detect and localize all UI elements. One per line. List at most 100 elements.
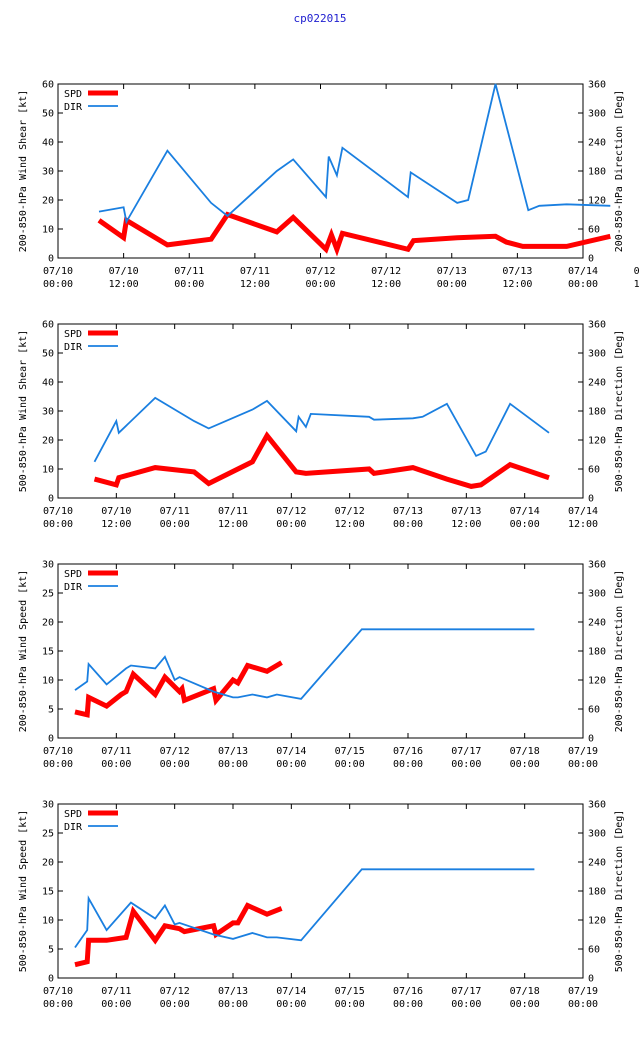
legend-label-spd: SPD — [64, 89, 82, 100]
x-tick-label-time: 00:00 — [276, 759, 306, 770]
x-tick-label-time: 12:00 — [451, 519, 481, 530]
x-tick-label-time: 00:00 — [568, 279, 598, 290]
y2-tick-label: 0 — [588, 734, 594, 745]
y-tick-label: 20 — [42, 436, 54, 447]
x-tick-label-date: 07/11 — [160, 506, 190, 517]
x-tick-label-time: 00:00 — [218, 759, 248, 770]
x-tick-label-time: 00:00 — [335, 759, 365, 770]
y-tick-label: 0 — [48, 494, 54, 505]
x-tick-label-date: 07/12 — [160, 746, 190, 757]
y-tick-label: 30 — [42, 560, 54, 571]
y-tick-label: 0 — [48, 734, 54, 745]
y2-tick-label: 240 — [588, 138, 606, 149]
x-tick-label-time: 00:00 — [160, 999, 190, 1010]
x-tick-label-date: 07/13 — [218, 746, 248, 757]
x-tick-label-date: 07/16 — [393, 746, 423, 757]
y2-tick-label: 360 — [588, 320, 606, 331]
y2-tick-label: 180 — [588, 647, 606, 658]
dir-series-line — [98, 83, 611, 225]
x-tick-label-time: 12:00 — [240, 279, 270, 290]
x-tick-label-date: 07/13 — [451, 506, 481, 517]
spd-series-line — [93, 431, 550, 489]
x-tick-label-date: 07/10 — [43, 746, 73, 757]
x-tick-label-date: 07/13 — [437, 266, 467, 277]
chart-panel-1: 0 10 20 30 40 50 60 0 60 120 180 240 300 360 07/10 00:0… — [18, 80, 640, 291]
legend-label-dir: DIR — [64, 582, 83, 593]
y2-tick-label: 0 — [588, 254, 594, 265]
legend-label-dir: DIR — [64, 822, 83, 833]
y-tick-label: 10 — [42, 225, 54, 236]
y-tick-label: 10 — [42, 465, 54, 476]
chart-panel-2: 0 10 20 30 40 50 60 0 60 120 180 240 300 360 07/10 00:0… — [18, 320, 625, 531]
x-tick-label-time: 00:00 — [510, 759, 540, 770]
y-axis-label: 500-850-hPa Wind Speed [kt] — [18, 810, 29, 973]
chart-panel-4: 05101520253006012018024030036007/1000:00… — [18, 800, 625, 1011]
y-tick-label: 5 — [48, 945, 54, 956]
x-tick-label-date: 07/11 — [101, 986, 131, 997]
legend-label-spd: SPD — [64, 809, 82, 820]
x-tick-label-date: 07/11 — [218, 506, 248, 517]
x-tick-label-date: 07/12 — [371, 266, 401, 277]
x-tick-label-date: 07/10 — [43, 266, 73, 277]
plot-frame — [57, 83, 584, 259]
y-tick-label: 30 — [42, 407, 54, 418]
y2-tick-label: 180 — [588, 167, 606, 178]
x-tick-label-time: 00:00 — [276, 999, 306, 1010]
plot-frame — [57, 803, 584, 979]
x-tick-label-date: 07/17 — [451, 746, 481, 757]
x-tick-label-time: 00:00 — [174, 279, 204, 290]
x-tick-label-time: 12:00 — [335, 519, 365, 530]
y-tick-label: 50 — [42, 109, 54, 120]
x-tick-label-time: 00:00 — [451, 759, 481, 770]
y2-tick-label: 300 — [588, 589, 606, 600]
y2-axis-label: 200-850-hPa Direction [Deg] — [614, 570, 625, 733]
y-tick-label: 15 — [42, 887, 54, 898]
y2-tick-label: 60 — [588, 465, 600, 476]
x-tick-label-time: 00:00 — [437, 279, 467, 290]
y2-axis-label: 200-850-hPa Direction [Deg] — [614, 90, 625, 253]
x-tick-label-date: 07/11 — [240, 266, 270, 277]
x-tick-label-date: 07/19 — [568, 986, 598, 997]
dir-series-line — [74, 868, 535, 949]
y2-tick-label: 360 — [588, 800, 606, 811]
x-tick-label-time: 00:00 — [568, 759, 598, 770]
x-tick-label-time: 00:00 — [393, 759, 423, 770]
y2-tick-label: 360 — [588, 80, 606, 91]
x-tick-label-date: 07/14 — [276, 986, 306, 997]
x-tick-label-time: 00:00 — [276, 519, 306, 530]
x-tick-label-time: 00:00 — [43, 519, 73, 530]
y2-tick-label: 120 — [588, 916, 606, 927]
y2-axis-label: 500-850-hPa Direction [Deg] — [614, 330, 625, 493]
y2-tick-label: 0 — [588, 494, 594, 505]
y-tick-label: 0 — [48, 254, 54, 265]
x-tick-label-date: 07/19 — [568, 746, 598, 757]
legend-label-spd: SPD — [64, 569, 82, 580]
x-tick-label-time: 12:00 — [371, 279, 401, 290]
x-tick-label-time: 00:00 — [218, 999, 248, 1010]
y2-tick-label: 240 — [588, 858, 606, 869]
legend: SPD DIR — [64, 809, 118, 833]
x-tick-label-time: 00:00 — [393, 999, 423, 1010]
x-tick-label-time: 00:00 — [160, 519, 190, 530]
x-tick-label-date: 07/13 — [218, 986, 248, 997]
x-tick-label-time: 00:00 — [101, 759, 131, 770]
x-tick-label-date: 07/16 — [393, 986, 423, 997]
x-tick-label-date: 07/14 — [510, 506, 540, 517]
y2-tick-label: 60 — [588, 945, 600, 956]
page-title: cp022015 — [293, 12, 347, 25]
x-tick-label-time: 12:00 — [101, 519, 131, 530]
x-tick-label-date: 07/11 — [174, 266, 204, 277]
dir-series-line — [74, 628, 535, 700]
legend: SPD DIR — [64, 89, 118, 113]
y-tick-label: 40 — [42, 378, 54, 389]
x-tick-label-date: 07/14 — [568, 266, 598, 277]
x-tick-label-date: 07/12 — [305, 266, 335, 277]
legend-label-spd: SPD — [64, 329, 82, 340]
x-tick-label-time: 12:00 — [634, 279, 640, 290]
y-axis-label: 500-850-hPa Wind Shear [kt] — [18, 330, 29, 493]
x-tick-label-time: 00:00 — [101, 999, 131, 1010]
x-tick-label-date: 07/12 — [276, 506, 306, 517]
y2-tick-label: 300 — [588, 109, 606, 120]
y-tick-label: 30 — [42, 800, 54, 811]
